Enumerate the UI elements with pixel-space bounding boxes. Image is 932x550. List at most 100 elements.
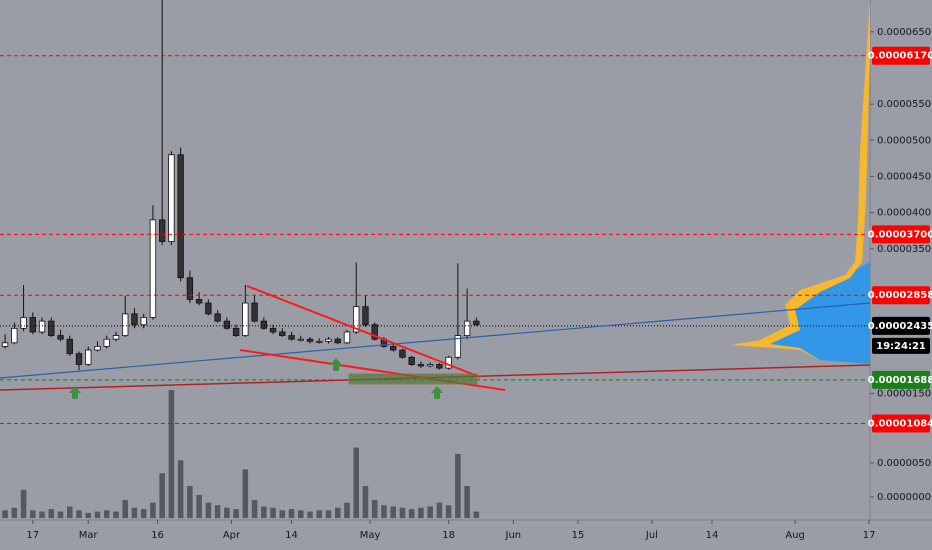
candle-body — [20, 317, 27, 329]
volume-bar — [418, 507, 424, 518]
candle-body — [362, 306, 369, 326]
level-label-box — [872, 370, 930, 389]
candle-body — [1, 342, 9, 347]
volume-bar — [159, 473, 165, 518]
volume-bar — [371, 500, 378, 518]
candle-body — [390, 346, 397, 351]
volume-bar — [242, 469, 249, 518]
candle-body — [454, 335, 462, 358]
level-label: 0.00002858 — [868, 290, 932, 301]
volume-bar — [57, 511, 64, 518]
volume-bar — [140, 509, 147, 518]
candle-body — [140, 317, 147, 326]
candle-body — [38, 320, 46, 333]
volume-bar — [30, 510, 36, 518]
candle-body — [242, 302, 249, 336]
volume-bar — [288, 509, 295, 518]
arrow-up — [330, 358, 342, 371]
candle-body — [417, 364, 425, 367]
candle-body — [334, 338, 341, 344]
candle-body — [177, 154, 184, 279]
candle-body — [112, 335, 120, 340]
candle-body — [186, 277, 194, 300]
volume-bar — [205, 502, 212, 518]
arrow-up — [431, 386, 443, 399]
volume-bar — [316, 510, 323, 518]
candle-body — [436, 364, 443, 369]
volume-bar — [279, 510, 286, 518]
candle-body — [371, 324, 378, 340]
candle-body — [279, 331, 286, 336]
volume-bar — [436, 502, 443, 518]
volume-bar — [103, 510, 110, 518]
candle-body — [223, 320, 231, 329]
candle-body — [269, 327, 277, 333]
support-zone — [348, 373, 478, 385]
level-label: 0.00001688 — [868, 375, 932, 386]
candle-body — [103, 338, 110, 347]
x-tick-label: Apr — [223, 530, 241, 541]
x-tick-label: 16 — [151, 530, 164, 541]
y-tick-label: 0.00004500 — [877, 171, 932, 182]
volume-bar — [390, 506, 396, 518]
wedge-upper — [246, 285, 481, 378]
volume-bar — [20, 489, 27, 518]
candle-body — [48, 320, 55, 336]
volume-bar — [39, 511, 45, 518]
candle-body — [325, 338, 332, 342]
x-tick-label: 18 — [442, 530, 455, 541]
candle-body — [85, 349, 92, 365]
candle-body — [149, 219, 157, 318]
candle-body — [232, 327, 240, 336]
x-tick-label: 14 — [706, 530, 719, 541]
candle-body — [463, 320, 471, 336]
y-tick-label: 0.00004000 — [877, 208, 932, 219]
level-label: 0.00006170 — [868, 51, 932, 62]
volume-bar — [113, 511, 119, 518]
candle-body — [205, 302, 212, 315]
candle-body — [316, 340, 323, 343]
x-tick-label: 17 — [26, 530, 39, 541]
countdown: 19:24:21 — [876, 341, 926, 352]
volume-bar — [399, 507, 406, 518]
level-label: 0.00003700 — [868, 229, 932, 240]
candle-body — [75, 353, 83, 365]
volume-bar — [48, 509, 55, 518]
x-tick-label: Aug — [785, 530, 805, 541]
volume-bar — [455, 454, 461, 518]
candle-body — [297, 338, 304, 341]
volume-bar — [11, 507, 18, 518]
axes: 17 Mar 16 Apr 14 May 18 Jun 15 Jul 14 Aug 17 0.000065… — [26, 27, 932, 541]
trendline-blue — [0, 302, 871, 379]
volume-bar — [362, 486, 369, 518]
y-tick-label: 0.00005000 — [877, 135, 932, 146]
y2-tick-label: 0.00000500 — [877, 458, 932, 469]
candle-body — [473, 320, 480, 326]
x-tick-label: May — [360, 530, 381, 541]
candle-body — [122, 313, 129, 336]
candle-body — [214, 313, 221, 322]
volume-bar — [325, 510, 332, 518]
candle-body — [399, 349, 406, 358]
volume-bar — [2, 510, 8, 518]
candle-body — [288, 335, 295, 340]
candle-body — [29, 317, 36, 333]
volume-bar — [464, 486, 470, 518]
x-tick-label: Jul — [645, 530, 658, 541]
y2-tick-label: 0.00000000 — [877, 492, 932, 503]
volume-bar — [76, 510, 82, 518]
candle-body — [353, 306, 360, 333]
level-label-box — [872, 46, 930, 65]
candle-body — [57, 335, 64, 340]
volume-bar — [187, 486, 193, 518]
volume-bar — [307, 511, 313, 518]
candle-body — [168, 154, 175, 242]
drawings — [0, 285, 871, 399]
volume-bar — [334, 507, 341, 518]
candle-body — [195, 299, 203, 304]
volume-bar — [94, 511, 101, 518]
volume-bar — [445, 505, 452, 518]
x-tick-label: 17 — [863, 530, 876, 541]
countdown-box — [872, 337, 930, 354]
